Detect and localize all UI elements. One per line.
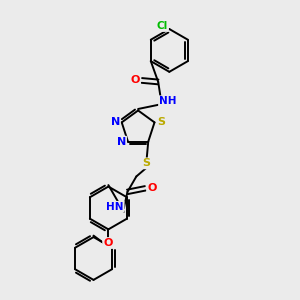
Text: N: N — [117, 137, 126, 147]
Text: S: S — [157, 117, 165, 128]
Text: Cl: Cl — [157, 21, 168, 31]
Text: N: N — [111, 117, 120, 128]
Text: O: O — [130, 75, 140, 85]
Text: NH: NH — [159, 96, 176, 106]
Text: O: O — [103, 238, 112, 248]
Text: O: O — [147, 183, 157, 193]
Text: HN: HN — [106, 202, 124, 212]
Text: S: S — [142, 158, 150, 168]
